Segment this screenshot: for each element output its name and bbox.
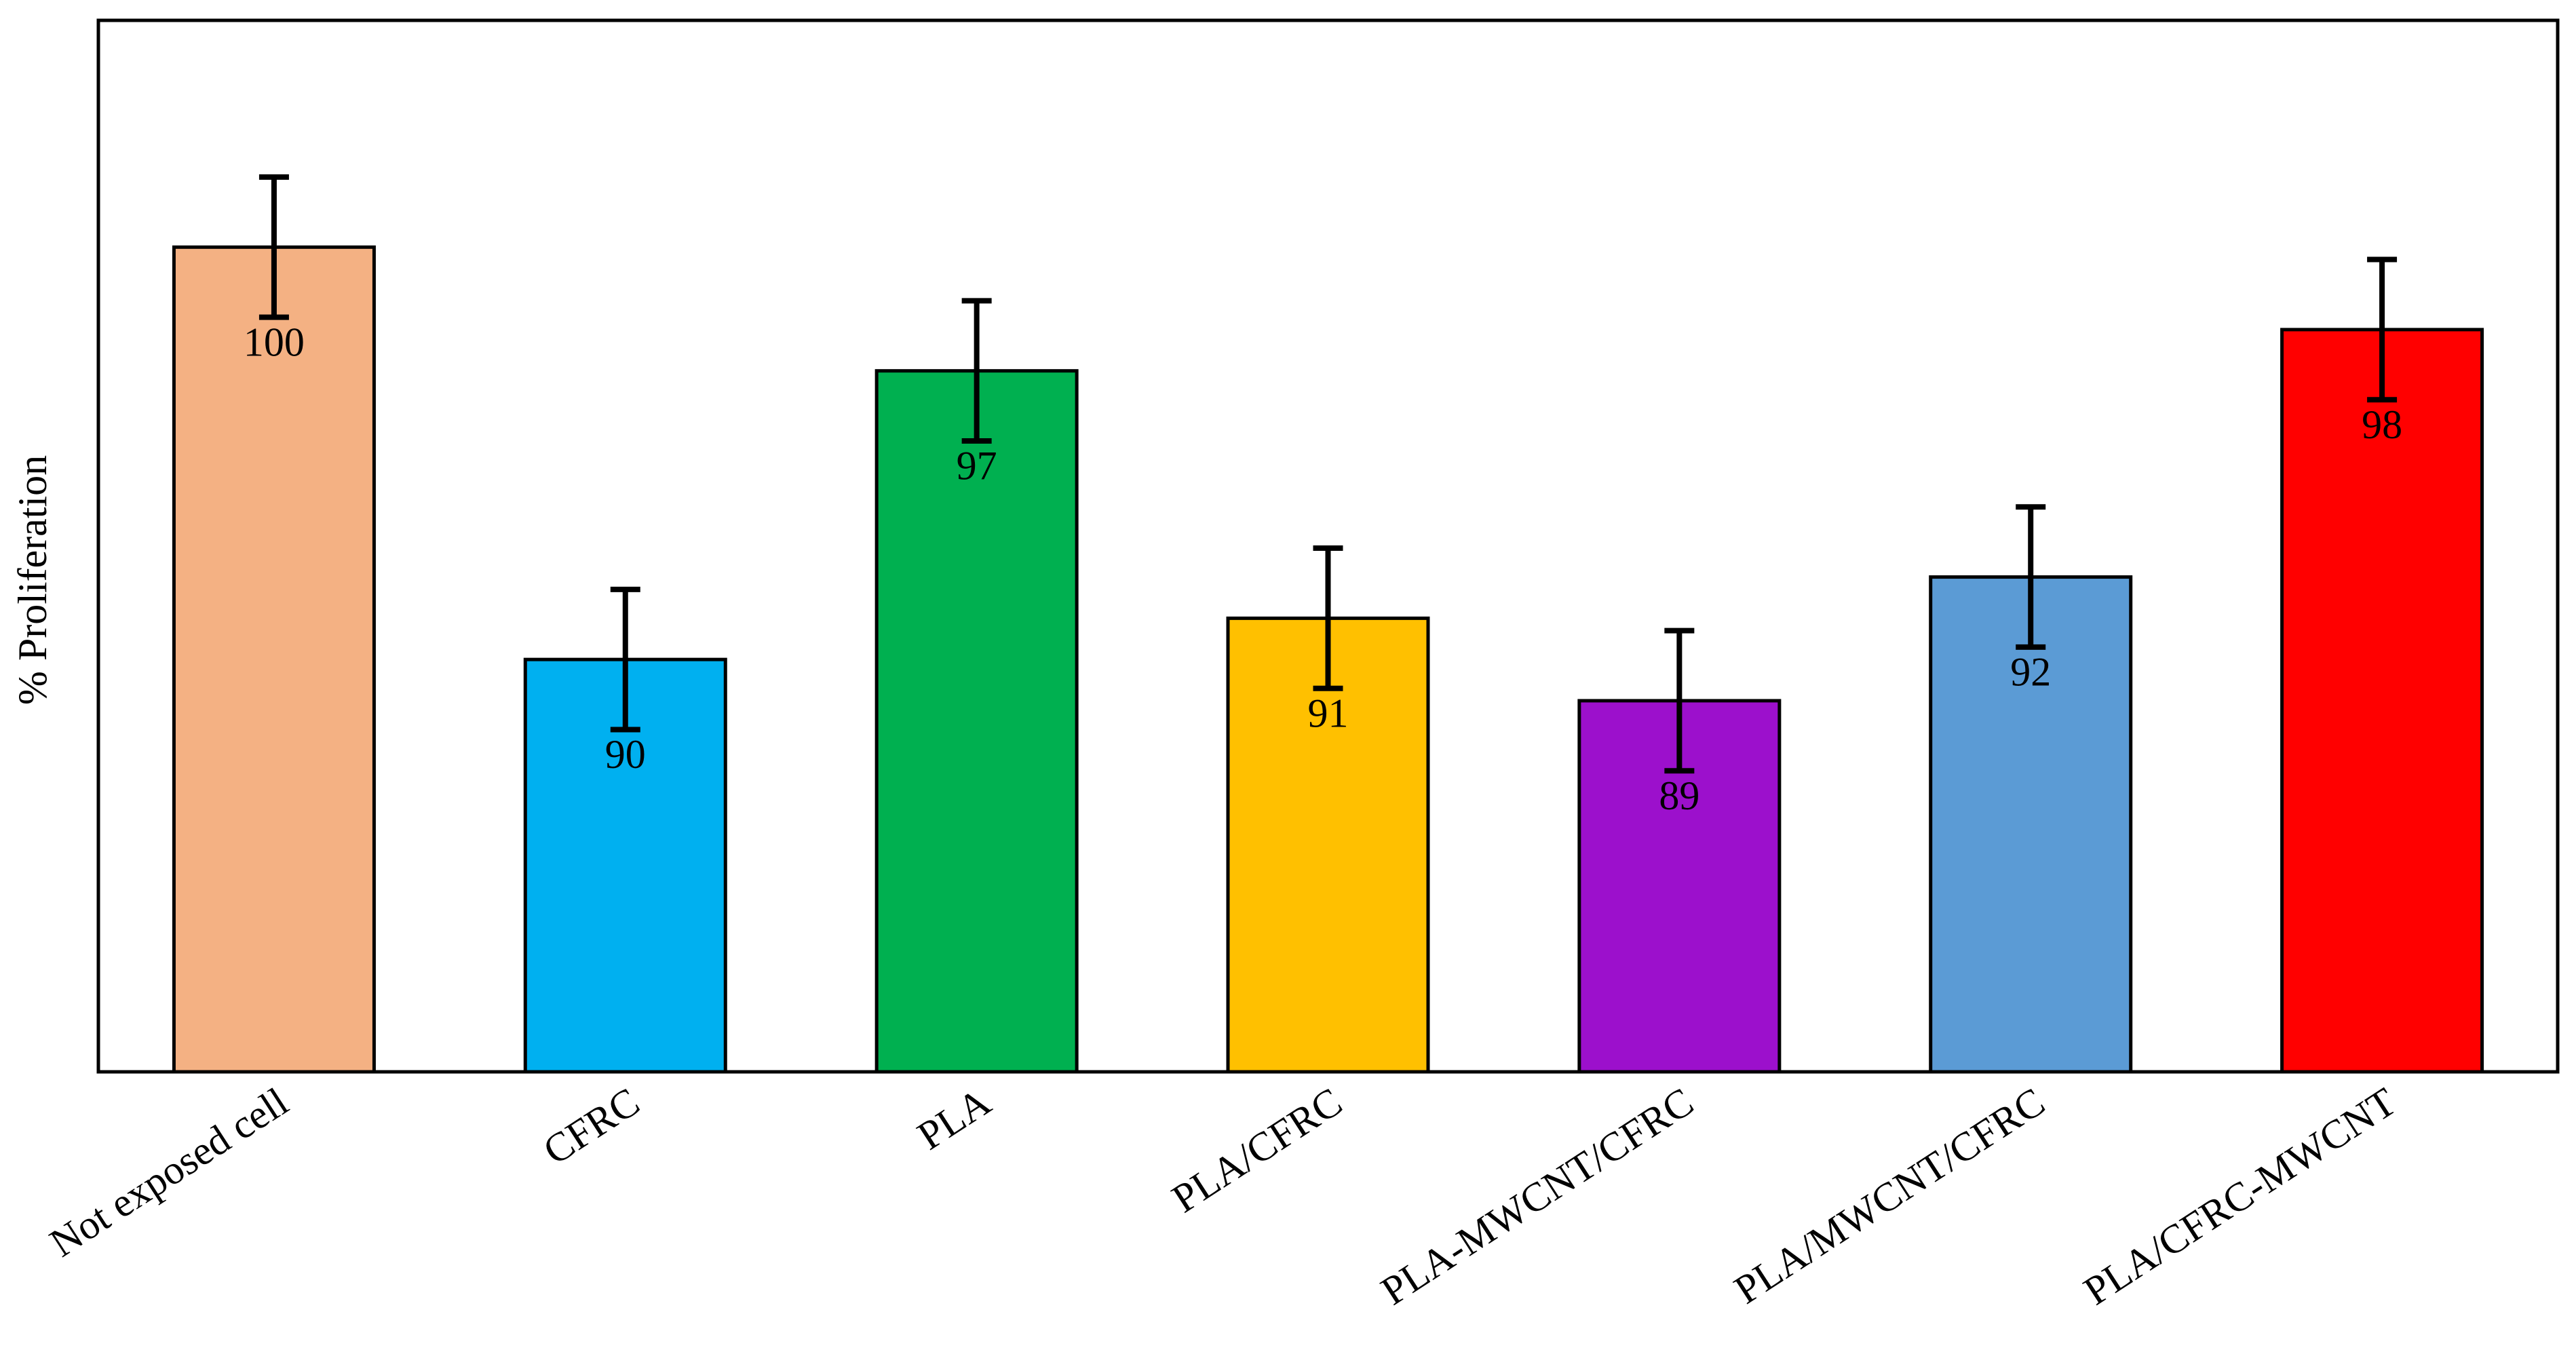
bar-value-label: 97 [957,444,997,488]
x-tick-label: PLA/CFRC-MWCNT [2076,1079,2404,1314]
x-tick-label: PLA/CFRC [1164,1079,1350,1222]
x-tick-label: PLA/MWCNT/CFRC [1727,1079,2053,1313]
bar-value-label: 100 [244,320,305,364]
x-tick-label: CFRC [535,1079,647,1174]
x-tick-label: PLA-MWCNT/CFRC [1373,1079,1701,1314]
bar-value-label: 90 [605,732,646,777]
bar [172,245,376,1074]
bar [1226,616,1430,1074]
value-labels-layer: 100 90 97 91 89 92 98 [244,320,2402,818]
y-axis-label: % Proliferation [10,455,55,705]
x-tick-label: Not exposed cell [42,1079,296,1266]
bar [1929,575,2133,1074]
bar-value-label: 91 [1308,691,1349,735]
bar-value-label: 92 [2010,650,2051,695]
bar-value-label: 98 [2362,402,2402,447]
bar-value-label: 89 [1659,773,1699,818]
plot-frame [96,18,2560,1074]
category-labels-layer: Not exposed cell CFRC PLA PLA/CFRC PLA-MWCNT… [42,1079,2404,1314]
error-bars-layer [258,174,2398,774]
bars-layer [172,245,2484,1074]
x-tick-label: PLA [910,1079,999,1159]
